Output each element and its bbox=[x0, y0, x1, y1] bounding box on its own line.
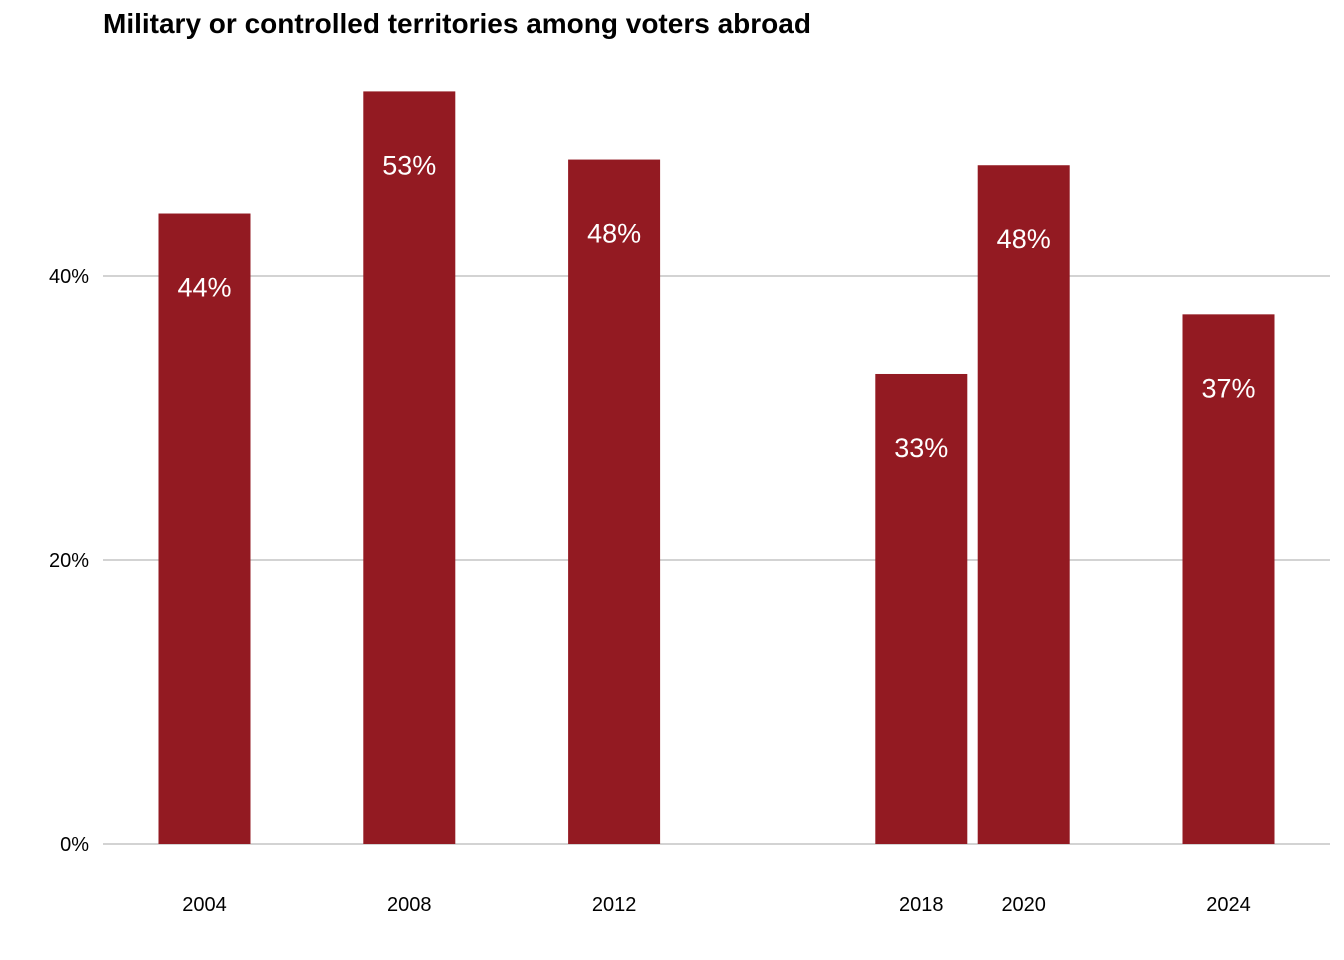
bar-2004 bbox=[158, 213, 251, 844]
x-tick-label-2004: 2004 bbox=[182, 894, 227, 916]
y-tick-label: 40% bbox=[49, 266, 89, 288]
data-label-2012: 48% bbox=[587, 219, 641, 249]
gridlines bbox=[103, 275, 1330, 845]
data-label-2018: 33% bbox=[894, 433, 948, 463]
bar-2018 bbox=[875, 373, 968, 844]
data-label-2004: 44% bbox=[177, 273, 231, 303]
x-tick-label-2020: 2020 bbox=[1001, 894, 1046, 916]
data-label-2024: 37% bbox=[1201, 373, 1255, 403]
x-tick-label-2008: 2008 bbox=[387, 894, 432, 916]
data-label-2008: 53% bbox=[382, 150, 436, 180]
y-axis-tick-labels: 0% 20% 40% bbox=[49, 266, 89, 856]
bars bbox=[158, 91, 1275, 845]
bar-2024 bbox=[1182, 314, 1275, 845]
chart-title: Military or controlled territories among… bbox=[103, 8, 811, 39]
data-label-2020: 48% bbox=[997, 224, 1051, 254]
y-tick-label: 20% bbox=[49, 550, 89, 572]
bar-2008 bbox=[363, 91, 456, 844]
x-axis-tick-labels: 2004 2008 2012 2018 2020 2024 bbox=[182, 894, 1251, 916]
x-tick-label-2024: 2024 bbox=[1206, 894, 1251, 916]
x-tick-label-2012: 2012 bbox=[592, 894, 637, 916]
bar-2012 bbox=[568, 159, 661, 844]
data-labels: 44% 53% 48% 33% 48% 37% bbox=[177, 150, 1255, 463]
y-tick-label: 0% bbox=[60, 834, 89, 856]
bar-2020 bbox=[977, 165, 1070, 845]
x-tick-label-2018: 2018 bbox=[899, 894, 944, 916]
